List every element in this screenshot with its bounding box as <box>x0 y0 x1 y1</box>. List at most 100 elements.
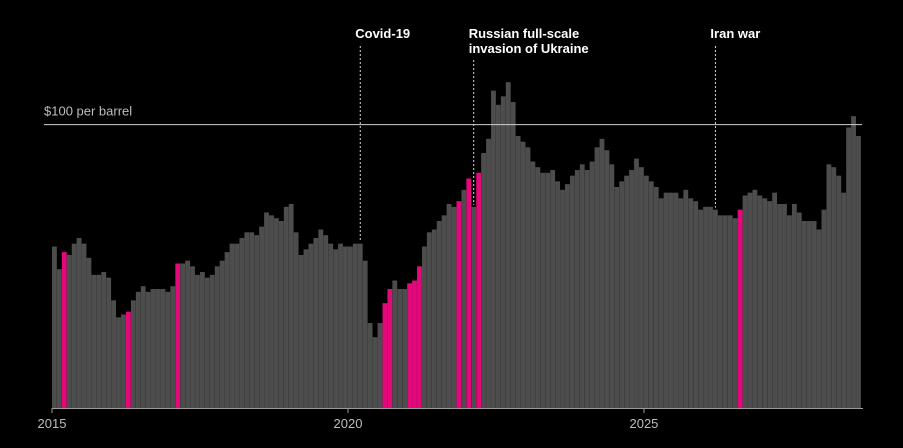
bar <box>446 204 452 408</box>
bar <box>204 277 210 408</box>
bar <box>333 249 339 408</box>
bar <box>224 252 230 408</box>
bar <box>594 147 600 408</box>
bar <box>643 175 649 408</box>
bar <box>278 221 284 408</box>
bar <box>338 243 343 408</box>
annotation-label: Iran war <box>710 26 760 41</box>
bar <box>545 172 551 408</box>
bar <box>259 226 265 408</box>
bar <box>614 187 620 408</box>
bar <box>357 243 363 408</box>
x-tick-label: 2015 <box>38 416 67 431</box>
bar <box>525 147 531 408</box>
bar <box>71 243 77 408</box>
bar <box>52 246 57 408</box>
bar <box>239 238 245 408</box>
bar <box>540 172 546 408</box>
bar-highlight <box>387 289 393 408</box>
bar <box>145 291 151 408</box>
bar <box>229 243 235 408</box>
bar <box>619 181 625 408</box>
bar <box>584 170 590 408</box>
bar <box>535 167 541 408</box>
bar <box>195 274 200 408</box>
bar <box>801 221 807 408</box>
bar <box>135 291 141 408</box>
bar-highlight <box>456 201 462 408</box>
bar <box>747 192 753 408</box>
bar <box>629 170 634 408</box>
bar <box>106 277 112 408</box>
bar <box>56 269 62 408</box>
bar <box>604 150 610 409</box>
bar <box>668 192 674 408</box>
bar <box>589 161 595 408</box>
bar <box>717 215 723 408</box>
bar <box>762 198 768 408</box>
x-axis-ticks: 2015 2020 2025 <box>38 408 658 431</box>
bar <box>269 215 274 408</box>
bar <box>530 161 536 408</box>
bar <box>648 181 654 408</box>
bar <box>821 209 827 408</box>
bar <box>634 158 639 408</box>
bar <box>234 243 240 408</box>
bar <box>693 201 699 408</box>
bar <box>742 195 748 408</box>
bar <box>495 104 501 408</box>
bar <box>347 246 353 408</box>
bar <box>323 235 329 408</box>
bar <box>777 204 782 408</box>
bar <box>811 221 817 408</box>
bar <box>673 192 679 408</box>
bar <box>283 206 289 408</box>
bar <box>609 164 615 408</box>
bar <box>486 138 491 408</box>
bar-highlight <box>417 266 422 408</box>
bar <box>767 201 773 408</box>
bar-highlight <box>61 252 67 408</box>
bar <box>461 189 467 408</box>
bar <box>81 243 87 408</box>
bar <box>713 209 718 408</box>
bar <box>481 153 486 408</box>
bar-highlight <box>407 283 412 408</box>
bar <box>491 90 496 409</box>
bar <box>140 286 146 408</box>
bar <box>343 246 348 408</box>
bar <box>130 300 136 408</box>
bar <box>520 141 526 409</box>
bar <box>639 167 644 408</box>
bar <box>402 289 408 408</box>
bar <box>116 317 121 408</box>
x-tick-label: 2020 <box>334 416 363 431</box>
bar-highlight <box>737 209 743 408</box>
bar <box>209 274 215 408</box>
bar <box>441 215 447 408</box>
bar <box>782 204 787 408</box>
bar <box>505 82 511 409</box>
bar <box>471 206 477 408</box>
bar <box>806 221 812 408</box>
bar <box>550 170 556 408</box>
bar <box>308 243 314 408</box>
bar <box>313 238 319 408</box>
bar <box>288 204 294 408</box>
bar <box>624 175 630 408</box>
annotation-label: Covid-19 <box>355 26 410 41</box>
bar <box>372 337 378 408</box>
bar <box>362 260 368 408</box>
bar <box>121 314 126 408</box>
bar <box>787 215 792 408</box>
bar <box>560 189 565 408</box>
bar <box>708 206 713 408</box>
bar-highlight <box>382 303 388 408</box>
bar <box>199 272 205 408</box>
bar <box>150 289 156 408</box>
bar <box>392 280 398 408</box>
bar <box>663 192 669 408</box>
reference-line-label: $100 per barrel <box>44 104 132 119</box>
bar <box>826 164 832 408</box>
bar <box>254 235 260 408</box>
